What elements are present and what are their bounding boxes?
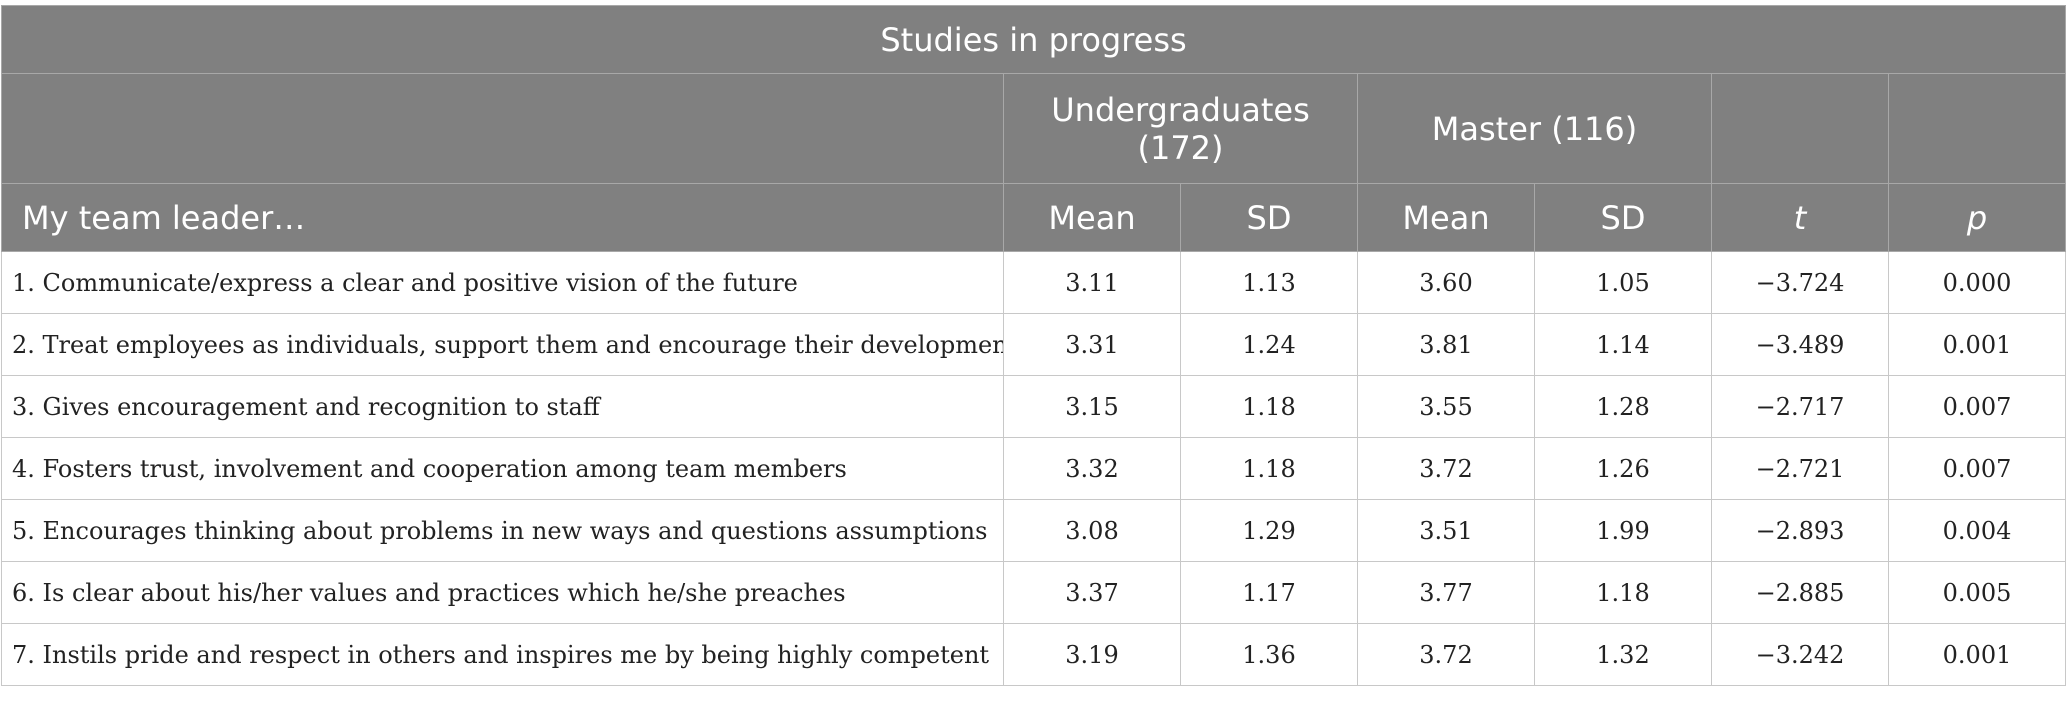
master-sd-cell: 1.26	[1534, 437, 1712, 500]
table-row: 7. Instils pride and respect in others a…	[1, 623, 2067, 686]
table-title: Studies in progress	[0, 5, 2067, 74]
ug-sd-cell: 1.29	[1180, 499, 1358, 562]
p-cell: 0.007	[1887, 375, 2067, 438]
master-mean-cell: 3.51	[1357, 499, 1535, 562]
ug-mean-cell: 3.37	[1003, 561, 1181, 624]
p-cell: 0.004	[1887, 499, 2067, 562]
empty-header-cell	[1, 73, 1004, 184]
table-header: Studies in progress Undergraduates (172)…	[0, 5, 2067, 252]
master-sd-cell: 1.05	[1534, 251, 1712, 314]
empty-header-cell	[1887, 73, 2067, 184]
ug-sd-cell: 1.18	[1180, 375, 1358, 438]
table-row: 3. Gives encouragement and recognition t…	[1, 375, 2067, 438]
column-header-p: p	[1887, 183, 2067, 252]
item-cell: 7. Instils pride and respect in others a…	[1, 623, 1004, 686]
table-row: 4. Fosters trust, involvement and cooper…	[1, 437, 2067, 500]
p-cell: 0.001	[1887, 623, 2067, 686]
column-header-t: t	[1711, 183, 1889, 252]
master-mean-cell: 3.72	[1357, 437, 1535, 500]
ug-sd-cell: 1.17	[1180, 561, 1358, 624]
ug-mean-cell: 3.32	[1003, 437, 1181, 500]
column-header-master-mean: Mean	[1357, 183, 1535, 252]
table-row: 6. Is clear about his/her values and pra…	[1, 561, 2067, 624]
master-sd-cell: 1.32	[1534, 623, 1712, 686]
column-header-master-sd: SD	[1534, 183, 1712, 252]
master-sd-cell: 1.18	[1534, 561, 1712, 624]
t-cell: −2.717	[1711, 375, 1889, 438]
ug-mean-cell: 3.15	[1003, 375, 1181, 438]
master-sd-cell: 1.99	[1534, 499, 1712, 562]
p-cell: 0.000	[1887, 251, 2067, 314]
t-cell: −2.885	[1711, 561, 1889, 624]
p-cell: 0.001	[1887, 313, 2067, 376]
group-undergraduates: Undergraduates (172)	[1003, 73, 1358, 184]
t-cell: −2.893	[1711, 499, 1889, 562]
ug-mean-cell: 3.31	[1003, 313, 1181, 376]
empty-header-cell	[1711, 73, 1889, 184]
ug-sd-cell: 1.24	[1180, 313, 1358, 376]
ug-mean-cell: 3.08	[1003, 499, 1181, 562]
column-header-ug-mean: Mean	[1003, 183, 1181, 252]
t-cell: −3.489	[1711, 313, 1889, 376]
master-mean-cell: 3.77	[1357, 561, 1535, 624]
master-mean-cell: 3.72	[1357, 623, 1535, 686]
table-row: 1. Communicate/express a clear and posit…	[1, 251, 2067, 314]
item-cell: 5. Encourages thinking about problems in…	[1, 499, 1004, 562]
item-cell: 4. Fosters trust, involvement and cooper…	[1, 437, 1004, 500]
column-header-ug-sd: SD	[1180, 183, 1358, 252]
p-cell: 0.007	[1887, 437, 2067, 500]
master-sd-cell: 1.28	[1534, 375, 1712, 438]
results-table: Studies in progress Undergraduates (172)…	[0, 5, 2067, 686]
master-sd-cell: 1.14	[1534, 313, 1712, 376]
group-master: Master (116)	[1357, 73, 1712, 184]
item-cell: 6. Is clear about his/her values and pra…	[1, 561, 1004, 624]
item-cell: 2. Treat employees as individuals, suppo…	[1, 313, 1004, 376]
column-header-item: My team leader…	[1, 183, 1004, 252]
item-cell: 1. Communicate/express a clear and posit…	[1, 251, 1004, 314]
master-mean-cell: 3.60	[1357, 251, 1535, 314]
item-cell: 3. Gives encouragement and recognition t…	[1, 375, 1004, 438]
ug-mean-cell: 3.11	[1003, 251, 1181, 314]
ug-sd-cell: 1.36	[1180, 623, 1358, 686]
t-cell: −3.242	[1711, 623, 1889, 686]
p-cell: 0.005	[1887, 561, 2067, 624]
table-body: 1. Communicate/express a clear and posit…	[1, 251, 2067, 686]
master-mean-cell: 3.55	[1357, 375, 1535, 438]
ug-sd-cell: 1.13	[1180, 251, 1358, 314]
table-row: 2. Treat employees as individuals, suppo…	[1, 313, 2067, 376]
t-cell: −2.721	[1711, 437, 1889, 500]
t-cell: −3.724	[1711, 251, 1889, 314]
master-mean-cell: 3.81	[1357, 313, 1535, 376]
ug-mean-cell: 3.19	[1003, 623, 1181, 686]
ug-sd-cell: 1.18	[1180, 437, 1358, 500]
table-row: 5. Encourages thinking about problems in…	[1, 499, 2067, 562]
